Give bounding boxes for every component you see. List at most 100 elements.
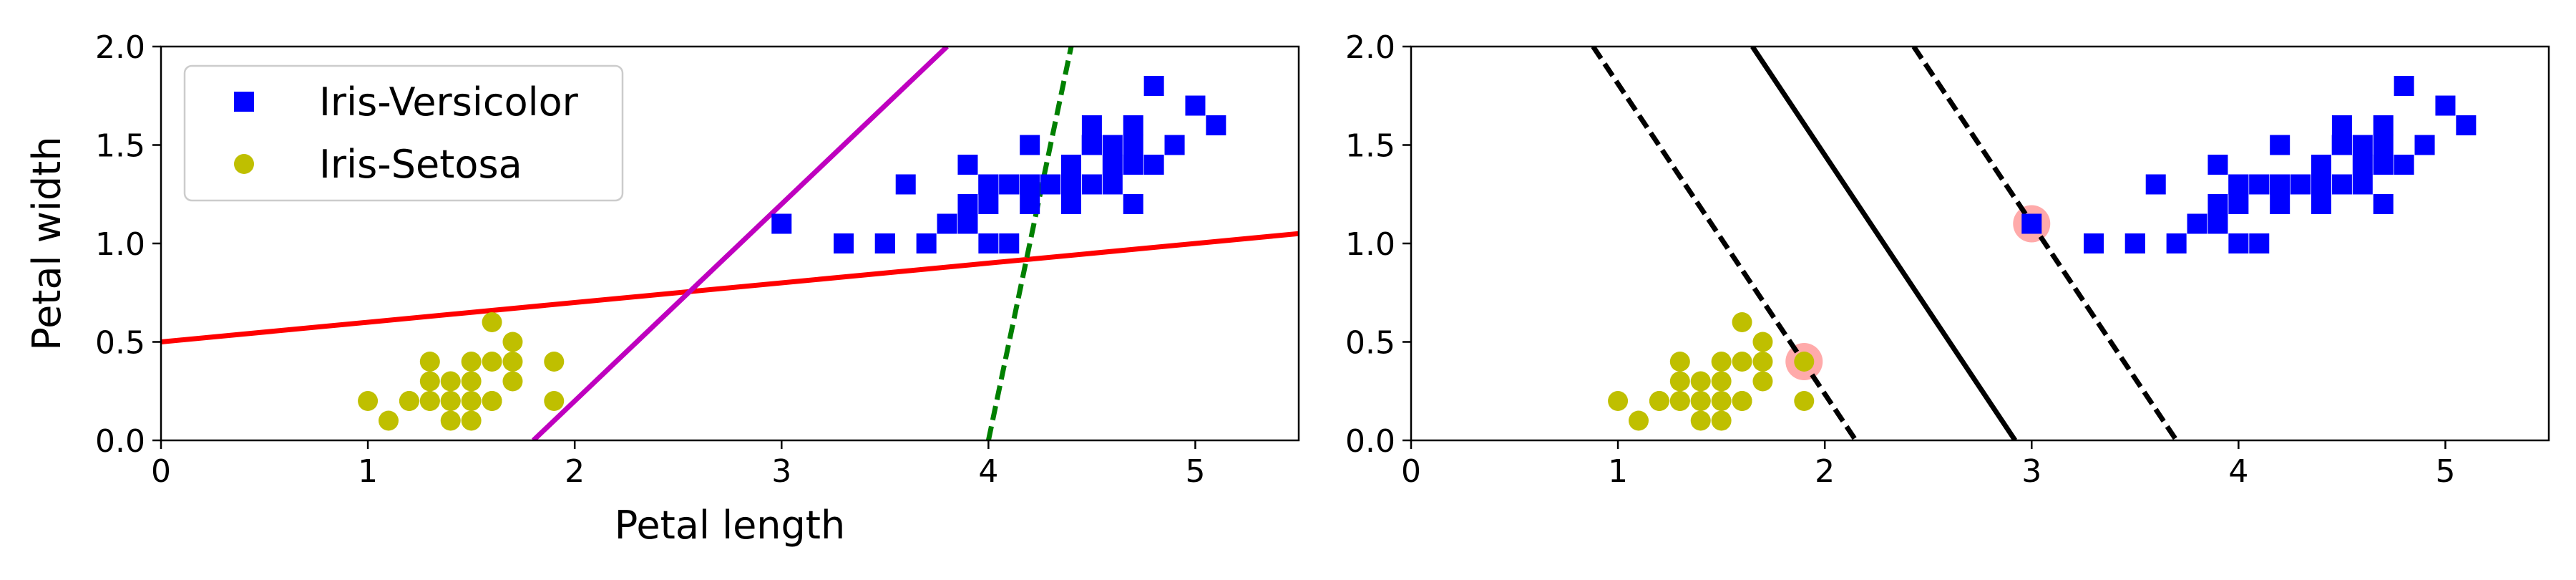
versicolor-point bbox=[2166, 233, 2187, 253]
versicolor-point bbox=[2331, 174, 2352, 195]
setosa-point bbox=[1649, 391, 1669, 411]
x-tick-label: 1 bbox=[358, 453, 378, 490]
versicolor-point bbox=[1020, 194, 1040, 214]
versicolor-point bbox=[1020, 174, 1040, 195]
versicolor-point bbox=[1102, 135, 1123, 155]
y-tick-label: 0.5 bbox=[1345, 325, 1395, 362]
versicolor-point bbox=[2414, 135, 2435, 155]
versicolor-point bbox=[957, 194, 978, 214]
versicolor-point bbox=[2352, 155, 2373, 175]
y-tick-label: 0.5 bbox=[95, 325, 145, 362]
decision-line-solid bbox=[531, 47, 949, 440]
plot-area bbox=[1591, 47, 2477, 440]
versicolor-point bbox=[2373, 135, 2394, 155]
decision-line-dashed bbox=[1911, 47, 2179, 440]
versicolor-point bbox=[2187, 213, 2207, 234]
versicolor-point bbox=[2290, 174, 2311, 195]
setosa-point bbox=[1752, 371, 1773, 392]
versicolor-point bbox=[2373, 194, 2394, 214]
setosa-point bbox=[1711, 352, 1732, 372]
setosa-point bbox=[1669, 352, 1690, 372]
setosa-point bbox=[1711, 410, 1732, 431]
versicolor-point bbox=[2228, 233, 2249, 253]
setosa-point bbox=[419, 391, 440, 411]
setosa-point bbox=[1629, 410, 1649, 431]
x-tick-label: 2 bbox=[565, 453, 585, 490]
versicolor-point bbox=[2228, 174, 2249, 195]
setosa-point bbox=[379, 410, 399, 431]
versicolor-point bbox=[1040, 174, 1061, 195]
x-tick-label: 5 bbox=[2435, 453, 2455, 490]
y-axis-title: Petal width bbox=[24, 136, 69, 350]
axes-frame bbox=[1410, 45, 2550, 442]
x-tick-label: 3 bbox=[771, 453, 791, 490]
versicolor-point bbox=[2084, 233, 2104, 253]
versicolor-point bbox=[2311, 174, 2331, 195]
y-tick-label: 1.0 bbox=[1345, 226, 1395, 263]
versicolor-point bbox=[1081, 135, 1102, 155]
versicolor-point bbox=[2373, 155, 2394, 175]
versicolor-point bbox=[1123, 194, 1143, 214]
y-tick-label: 1.5 bbox=[1345, 128, 1395, 165]
versicolor-point bbox=[916, 233, 937, 253]
legend-label: Iris-Versicolor bbox=[319, 79, 579, 125]
versicolor-point bbox=[1102, 155, 1123, 175]
versicolor-point bbox=[2311, 155, 2331, 175]
versicolor-point bbox=[2352, 174, 2373, 195]
y-tick-label: 1.0 bbox=[95, 226, 145, 263]
versicolor-point bbox=[2331, 135, 2352, 155]
versicolor-point bbox=[2270, 135, 2290, 155]
setosa-point bbox=[461, 371, 482, 392]
x-tick-label: 2 bbox=[1815, 453, 1835, 490]
setosa-point bbox=[440, 410, 461, 431]
versicolor-point bbox=[2124, 233, 2145, 253]
versicolor-point bbox=[1164, 135, 1185, 155]
legend-marker-circle bbox=[234, 154, 254, 174]
versicolor-point bbox=[2249, 233, 2270, 253]
setosa-point bbox=[1752, 352, 1773, 372]
versicolor-point bbox=[1123, 135, 1143, 155]
y-tick-label: 2.0 bbox=[95, 29, 145, 66]
setosa-point bbox=[1690, 391, 1711, 411]
versicolor-point bbox=[1143, 155, 1164, 175]
versicolor-point bbox=[895, 174, 916, 195]
versicolor-point bbox=[1061, 194, 1081, 214]
x-tick-label: 3 bbox=[2021, 453, 2041, 490]
versicolor-point bbox=[2352, 135, 2373, 155]
decision-line-dashed bbox=[985, 47, 1074, 440]
versicolor-point bbox=[2021, 213, 2042, 234]
versicolor-point bbox=[2228, 194, 2249, 214]
setosa-point bbox=[440, 391, 461, 411]
versicolor-point bbox=[978, 233, 999, 253]
versicolor-point bbox=[2311, 194, 2331, 214]
setosa-point bbox=[1711, 391, 1732, 411]
x-tick-label: 4 bbox=[978, 453, 998, 490]
versicolor-point bbox=[2207, 155, 2228, 175]
x-tick-label: 0 bbox=[151, 453, 171, 490]
x-axis-title: Petal length bbox=[615, 503, 845, 548]
setosa-point bbox=[502, 332, 523, 352]
setosa-point bbox=[1669, 371, 1690, 392]
x-tick-label: 0 bbox=[1401, 453, 1421, 490]
versicolor-point bbox=[2373, 115, 2394, 135]
decision-line-solid bbox=[1750, 47, 2018, 440]
versicolor-point bbox=[1123, 155, 1143, 175]
decision-line-solid bbox=[161, 231, 1299, 344]
versicolor-point bbox=[2249, 174, 2270, 195]
legend: Iris-Versicolor Iris-Setosa bbox=[183, 64, 624, 202]
chart-panel-2: 0 1 2 3 4 5 0.0 0.5 1.0 1.5 2.0 bbox=[1345, 29, 2550, 490]
setosa-point bbox=[482, 312, 502, 332]
versicolor-point bbox=[2331, 115, 2352, 135]
y-tick-label: 0.0 bbox=[95, 423, 145, 460]
setosa-point bbox=[419, 371, 440, 392]
setosa-point bbox=[461, 391, 482, 411]
setosa-point bbox=[1732, 352, 1752, 372]
setosa-point bbox=[1608, 391, 1629, 411]
setosa-point bbox=[419, 352, 440, 372]
setosa-point bbox=[461, 410, 482, 431]
versicolor-point bbox=[1081, 174, 1102, 195]
setosa-point bbox=[544, 391, 565, 411]
versicolor-point bbox=[874, 233, 895, 253]
versicolor-point bbox=[1123, 115, 1143, 135]
